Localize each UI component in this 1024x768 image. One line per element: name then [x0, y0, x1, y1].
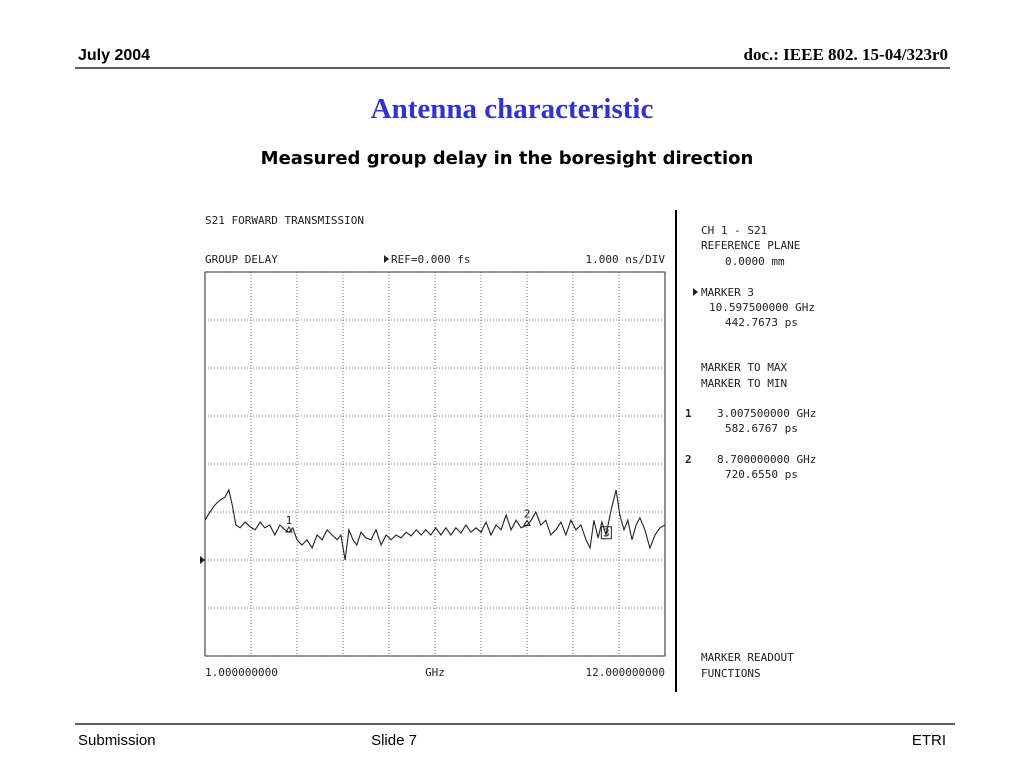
ref-arrow — [200, 556, 205, 564]
trace — [204, 488, 666, 561]
mode: GROUP DELAY — [205, 253, 278, 266]
active-marker: MARKER 3 — [701, 286, 754, 299]
readout-freq: 3.007500000 GHz — [717, 407, 816, 420]
scale: 1.000 ns/DIV — [586, 253, 666, 266]
marker-pointer — [693, 288, 698, 296]
instrument-heading: S21 FORWARD TRANSMISSION — [205, 214, 364, 227]
active-delay: 442.7673 ps — [725, 316, 798, 329]
plane-label: REFERENCE PLANE — [701, 239, 800, 252]
footer-right: ETRI — [912, 732, 946, 749]
to-min: MARKER TO MIN — [701, 377, 787, 390]
x-tick-label: 1.000000000 — [205, 666, 278, 679]
x-tick-label: 12.000000000 — [586, 666, 665, 679]
to-max: MARKER TO MAX — [701, 361, 787, 374]
ref-pointer — [384, 255, 389, 263]
marker-label: 3 — [603, 527, 610, 540]
marker — [523, 519, 531, 526]
readout-id: 2 — [685, 453, 692, 466]
date: July 2004 — [78, 47, 150, 64]
doc-id: doc.: IEEE 802. 15-04/323r0 — [744, 45, 948, 64]
marker-box — [600, 526, 612, 540]
footer-left: Submission — [78, 732, 156, 749]
plane-value: 0.0000 mm — [725, 255, 785, 268]
marker-label: 1 — [286, 514, 293, 527]
channel: CH 1 - S21 — [701, 224, 767, 237]
functions: FUNCTIONS — [701, 667, 761, 680]
marker-label: 2 — [524, 507, 531, 520]
ref-label: REF=0.000 fs — [391, 253, 470, 266]
active-freq: 10.597500000 GHz — [709, 301, 815, 314]
functions: MARKER READOUT — [701, 651, 794, 664]
readout-delay: 582.6767 ps — [725, 422, 798, 435]
x-axis-label: GHz — [425, 666, 445, 679]
subtitle: Measured group delay in the boresight di… — [261, 148, 754, 169]
footer-center: Slide 7 — [371, 732, 417, 749]
marker — [285, 526, 293, 533]
readout-freq: 8.700000000 GHz — [717, 453, 816, 466]
readout-delay: 720.6550 ps — [725, 468, 798, 481]
plot: 1 2 3 — [204, 271, 666, 657]
slide-title: Antenna characteristic — [371, 93, 654, 125]
readout-id: 1 — [685, 407, 692, 420]
